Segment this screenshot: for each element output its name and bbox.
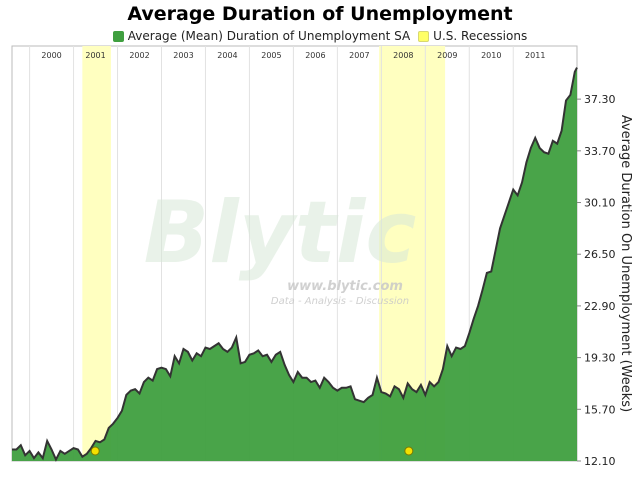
- legend-item-recessions[interactable]: U.S. Recessions: [418, 29, 527, 43]
- year-label: 2007: [349, 51, 369, 60]
- y-tick-label: 30.10: [584, 197, 616, 210]
- recession-band: [82, 46, 111, 461]
- legend-swatch-duration: [112, 30, 124, 42]
- year-label: 2011: [525, 51, 545, 60]
- y-tick-label: 26.50: [584, 248, 616, 261]
- recession-markers: [90, 446, 414, 456]
- legend-swatch-recessions: [418, 30, 430, 42]
- y-tick-label: 12.10: [584, 455, 616, 468]
- y-tick-label: 15.70: [584, 403, 616, 416]
- watermark-tagline: Data - Analysis - Discussion: [271, 296, 409, 307]
- year-label: 2000: [41, 51, 61, 60]
- y-axis-ticks: 12.10 15.70 19.30 22.90 26.50 30.10 33.70 37.30: [577, 93, 616, 468]
- chart-title: Average Duration of Unemployment: [127, 3, 513, 25]
- year-label: 2003: [173, 51, 193, 60]
- year-label: 2006: [305, 51, 325, 60]
- watermark-url: www.blytic.com: [287, 279, 403, 294]
- year-label: 2009: [437, 51, 457, 60]
- duration-area: [12, 67, 577, 461]
- recession-marker-icon: [404, 446, 414, 456]
- year-label: 2002: [129, 51, 149, 60]
- y-tick-label: 22.90: [584, 300, 616, 313]
- legend-label-duration: Average (Mean) Duration of Unemployment …: [127, 29, 411, 43]
- y-axis-label: Average Duration On Unemployment (Weeks): [618, 115, 633, 412]
- duration-line: [12, 67, 578, 462]
- watermark-brand: Blytic: [144, 183, 417, 283]
- legend-label-recessions: U.S. Recessions: [433, 29, 528, 43]
- y-tick-label: 33.70: [584, 145, 616, 158]
- recession-marker-icon: [90, 446, 100, 456]
- y-tick-label: 19.30: [584, 352, 616, 365]
- chart-legend: Average (Mean) Duration of Unemployment …: [0, 29, 640, 43]
- legend-item-duration[interactable]: Average (Mean) Duration of Unemployment …: [112, 29, 411, 43]
- year-label: 2001: [85, 51, 105, 60]
- year-label: 2008: [393, 51, 413, 60]
- watermark: Blytic www.blytic.com Data - Analysis - …: [144, 183, 417, 307]
- year-label: 2010: [481, 51, 501, 60]
- year-label: 2004: [217, 51, 237, 60]
- year-labels: 2000 2001 2002 2003 2004 2005 2006 2007 2008 2009…: [41, 51, 545, 60]
- year-label: 2005: [261, 51, 281, 60]
- y-tick-label: 37.30: [584, 93, 616, 106]
